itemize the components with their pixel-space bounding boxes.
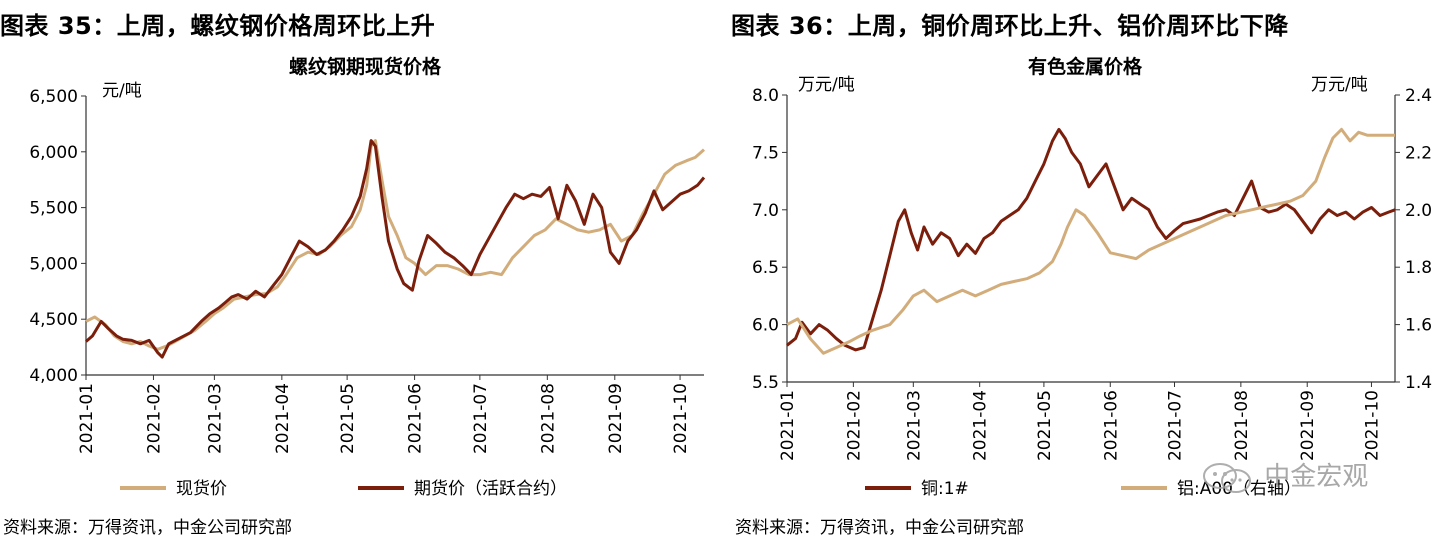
x-tick-label: 2021-05 [1035,390,1055,461]
x-tick-label: 2021-09 [606,383,626,454]
x-tick-label: 2021-04 [971,390,991,461]
legend-label: 期货价（活跃合约） [414,479,567,499]
y2-tick-label: 2.4 [1405,86,1432,106]
y2-tick-label: 1.4 [1405,373,1432,393]
y-tick-label: 6,000 [29,143,78,163]
x-tick-label: 2021-10 [671,383,691,454]
series-line-2 [786,127,1395,355]
chart-title: 有色金属价格 [1028,55,1143,78]
series-line-1 [786,127,1396,352]
x-tick-label: 2021-05 [338,383,358,454]
x-tick-label: 2021-03 [205,383,225,454]
x-tick-label: 2021-09 [1298,390,1318,461]
y2-axis-unit: 万元/吨 [1311,75,1368,95]
x-tick-label: 2021-07 [471,383,491,454]
y2-tick-label: 2.0 [1405,201,1432,221]
y2-tick-label: 1.8 [1405,258,1432,278]
y-tick-label: 8.0 [752,86,779,106]
figure-title-right: 图表 36：上周，铜价周环比上升、铝价周环比下降 [731,12,1289,40]
legend-label: 现货价 [176,479,227,499]
y-tick-label: 6.5 [752,258,779,278]
x-tick-label: 2021-04 [273,383,293,454]
y2-tick-label: 2.2 [1405,143,1432,163]
watermark: 中金宏观 [1200,456,1368,495]
y-tick-label: 6,500 [29,87,78,107]
x-tick-label: 2021-06 [1101,390,1121,461]
y-tick-label: 5.5 [752,373,779,393]
y-tick-label: 7.5 [752,143,779,163]
legend-label: 铜:1# [921,479,969,499]
y-tick-label: 6.0 [752,316,779,336]
figure-title-left: 图表 35：上周，螺纹钢价格周环比上升 [0,12,436,40]
y-tick-label: 5,000 [29,254,78,274]
x-tick-label: 2021-08 [1232,390,1252,461]
x-tick-label: 2021-01 [77,383,97,454]
series-line-2 [85,139,706,359]
y-tick-label: 5,500 [29,199,78,219]
x-tick-label: 2021-08 [538,383,558,454]
source-note-left: 资料来源：万得资讯，中金公司研究部 [3,518,292,538]
y-tick-label: 7.0 [752,201,779,221]
y-tick-label: 4,500 [29,310,78,330]
x-tick-label: 2021-07 [1165,390,1185,461]
watermark-text: 中金宏观 [1264,462,1369,492]
y-tick-label: 4,000 [29,366,78,386]
x-tick-label: 2021-01 [778,390,798,461]
chart-title: 螺纹钢期现货价格 [289,55,442,78]
x-tick-label: 2021-03 [904,390,924,461]
x-tick-label: 2021-10 [1362,390,1382,461]
wechat-icon [1203,462,1251,493]
x-tick-label: 2021-06 [406,383,426,454]
series-line-1 [85,139,706,351]
source-note-right: 资料来源：万得资讯，中金公司研究部 [735,518,1024,538]
x-tick-label: 2021-02 [144,383,164,454]
y2-tick-label: 1.6 [1405,316,1432,336]
y-axis-unit: 万元/吨 [798,75,855,95]
y-axis-unit: 元/吨 [102,81,142,101]
x-tick-label: 2021-02 [844,390,864,461]
